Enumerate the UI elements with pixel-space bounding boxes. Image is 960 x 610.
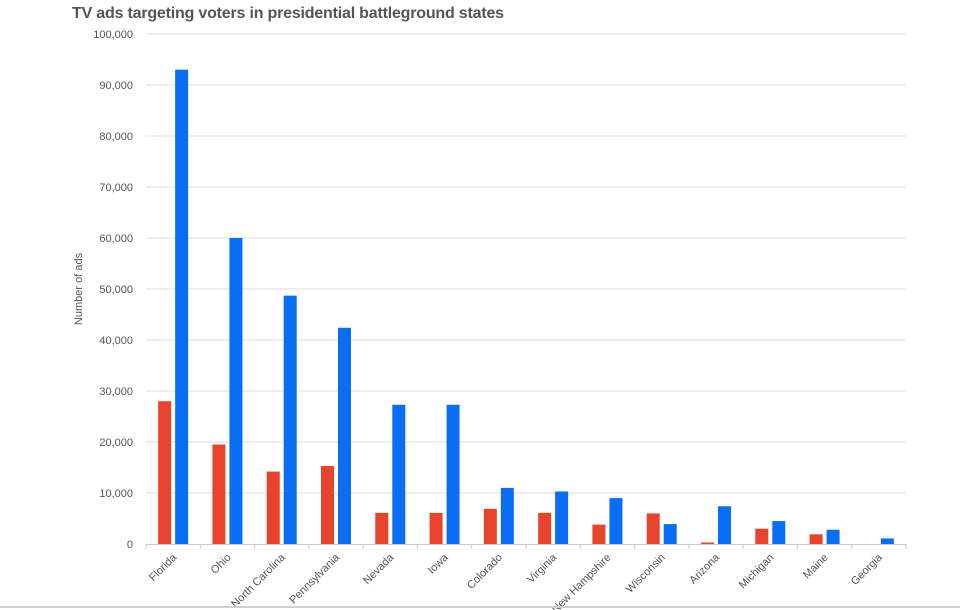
- bar: [429, 512, 443, 544]
- y-tick-label: 20,000: [99, 437, 133, 449]
- bar: [646, 513, 660, 544]
- x-tick-label: Colorado: [465, 552, 505, 592]
- chart-title: TV ads targeting voters in presidential …: [72, 5, 504, 22]
- bar: [809, 534, 823, 544]
- y-tick-label: 60,000: [99, 233, 133, 245]
- y-tick-label: 90,000: [99, 80, 133, 92]
- x-tick-label: Pennsylvania: [287, 551, 342, 606]
- bar: [555, 491, 569, 544]
- bar: [283, 295, 297, 544]
- bar: [701, 542, 714, 544]
- x-tick-label: New Hampshire: [550, 552, 614, 610]
- x-tick-label: Michigan: [737, 552, 777, 592]
- bar: [755, 528, 769, 544]
- bar: [772, 521, 786, 544]
- bar: [375, 512, 389, 544]
- bar: [338, 327, 351, 544]
- y-tick-label: 100,000: [93, 29, 133, 41]
- x-tick-label: Georgia: [849, 551, 886, 588]
- bar: [592, 524, 606, 544]
- x-tick-label: North Carolina: [229, 551, 288, 610]
- bar: [663, 524, 677, 544]
- gridlines: [146, 33, 906, 494]
- bars: [158, 69, 894, 544]
- y-tick-label: 50,000: [99, 284, 133, 296]
- x-tick-label: Virginia: [525, 551, 560, 586]
- bar: [321, 465, 334, 544]
- bar: [500, 487, 514, 544]
- bar: [392, 404, 406, 544]
- bar: [175, 69, 189, 544]
- y-tick-label: 40,000: [99, 335, 133, 347]
- x-tick-label: Iowa: [426, 551, 452, 577]
- y-axis-label: Number of ads: [73, 252, 85, 325]
- bar: [538, 512, 552, 544]
- bar: [483, 508, 497, 544]
- bar: [229, 238, 243, 544]
- x-tick-label: Ohio: [209, 552, 234, 577]
- bar: [880, 538, 894, 544]
- y-axis-ticks: 0 10,000 20,000 30,000 40,000 50,000 60,000 70,…: [93, 29, 133, 551]
- bar: [212, 444, 226, 544]
- bar: [609, 498, 623, 544]
- y-tick-label: 30,000: [99, 386, 133, 398]
- x-tick-label: Maine: [801, 552, 831, 582]
- bar: [826, 529, 840, 544]
- x-tick-label: Wisconsin: [624, 552, 668, 596]
- x-tick-label: Nevada: [361, 551, 397, 587]
- y-tick-label: 0: [127, 539, 133, 551]
- y-tick-label: 10,000: [99, 488, 133, 500]
- bar: [446, 404, 460, 544]
- bar: [718, 506, 731, 544]
- bar: [158, 401, 172, 544]
- y-tick-label: 80,000: [99, 131, 133, 143]
- bar: [266, 471, 280, 544]
- bottom-divider: [0, 606, 960, 608]
- x-tick-label: Florida: [147, 551, 180, 584]
- x-tick-label: Arizona: [687, 551, 722, 586]
- y-tick-label: 70,000: [99, 182, 133, 194]
